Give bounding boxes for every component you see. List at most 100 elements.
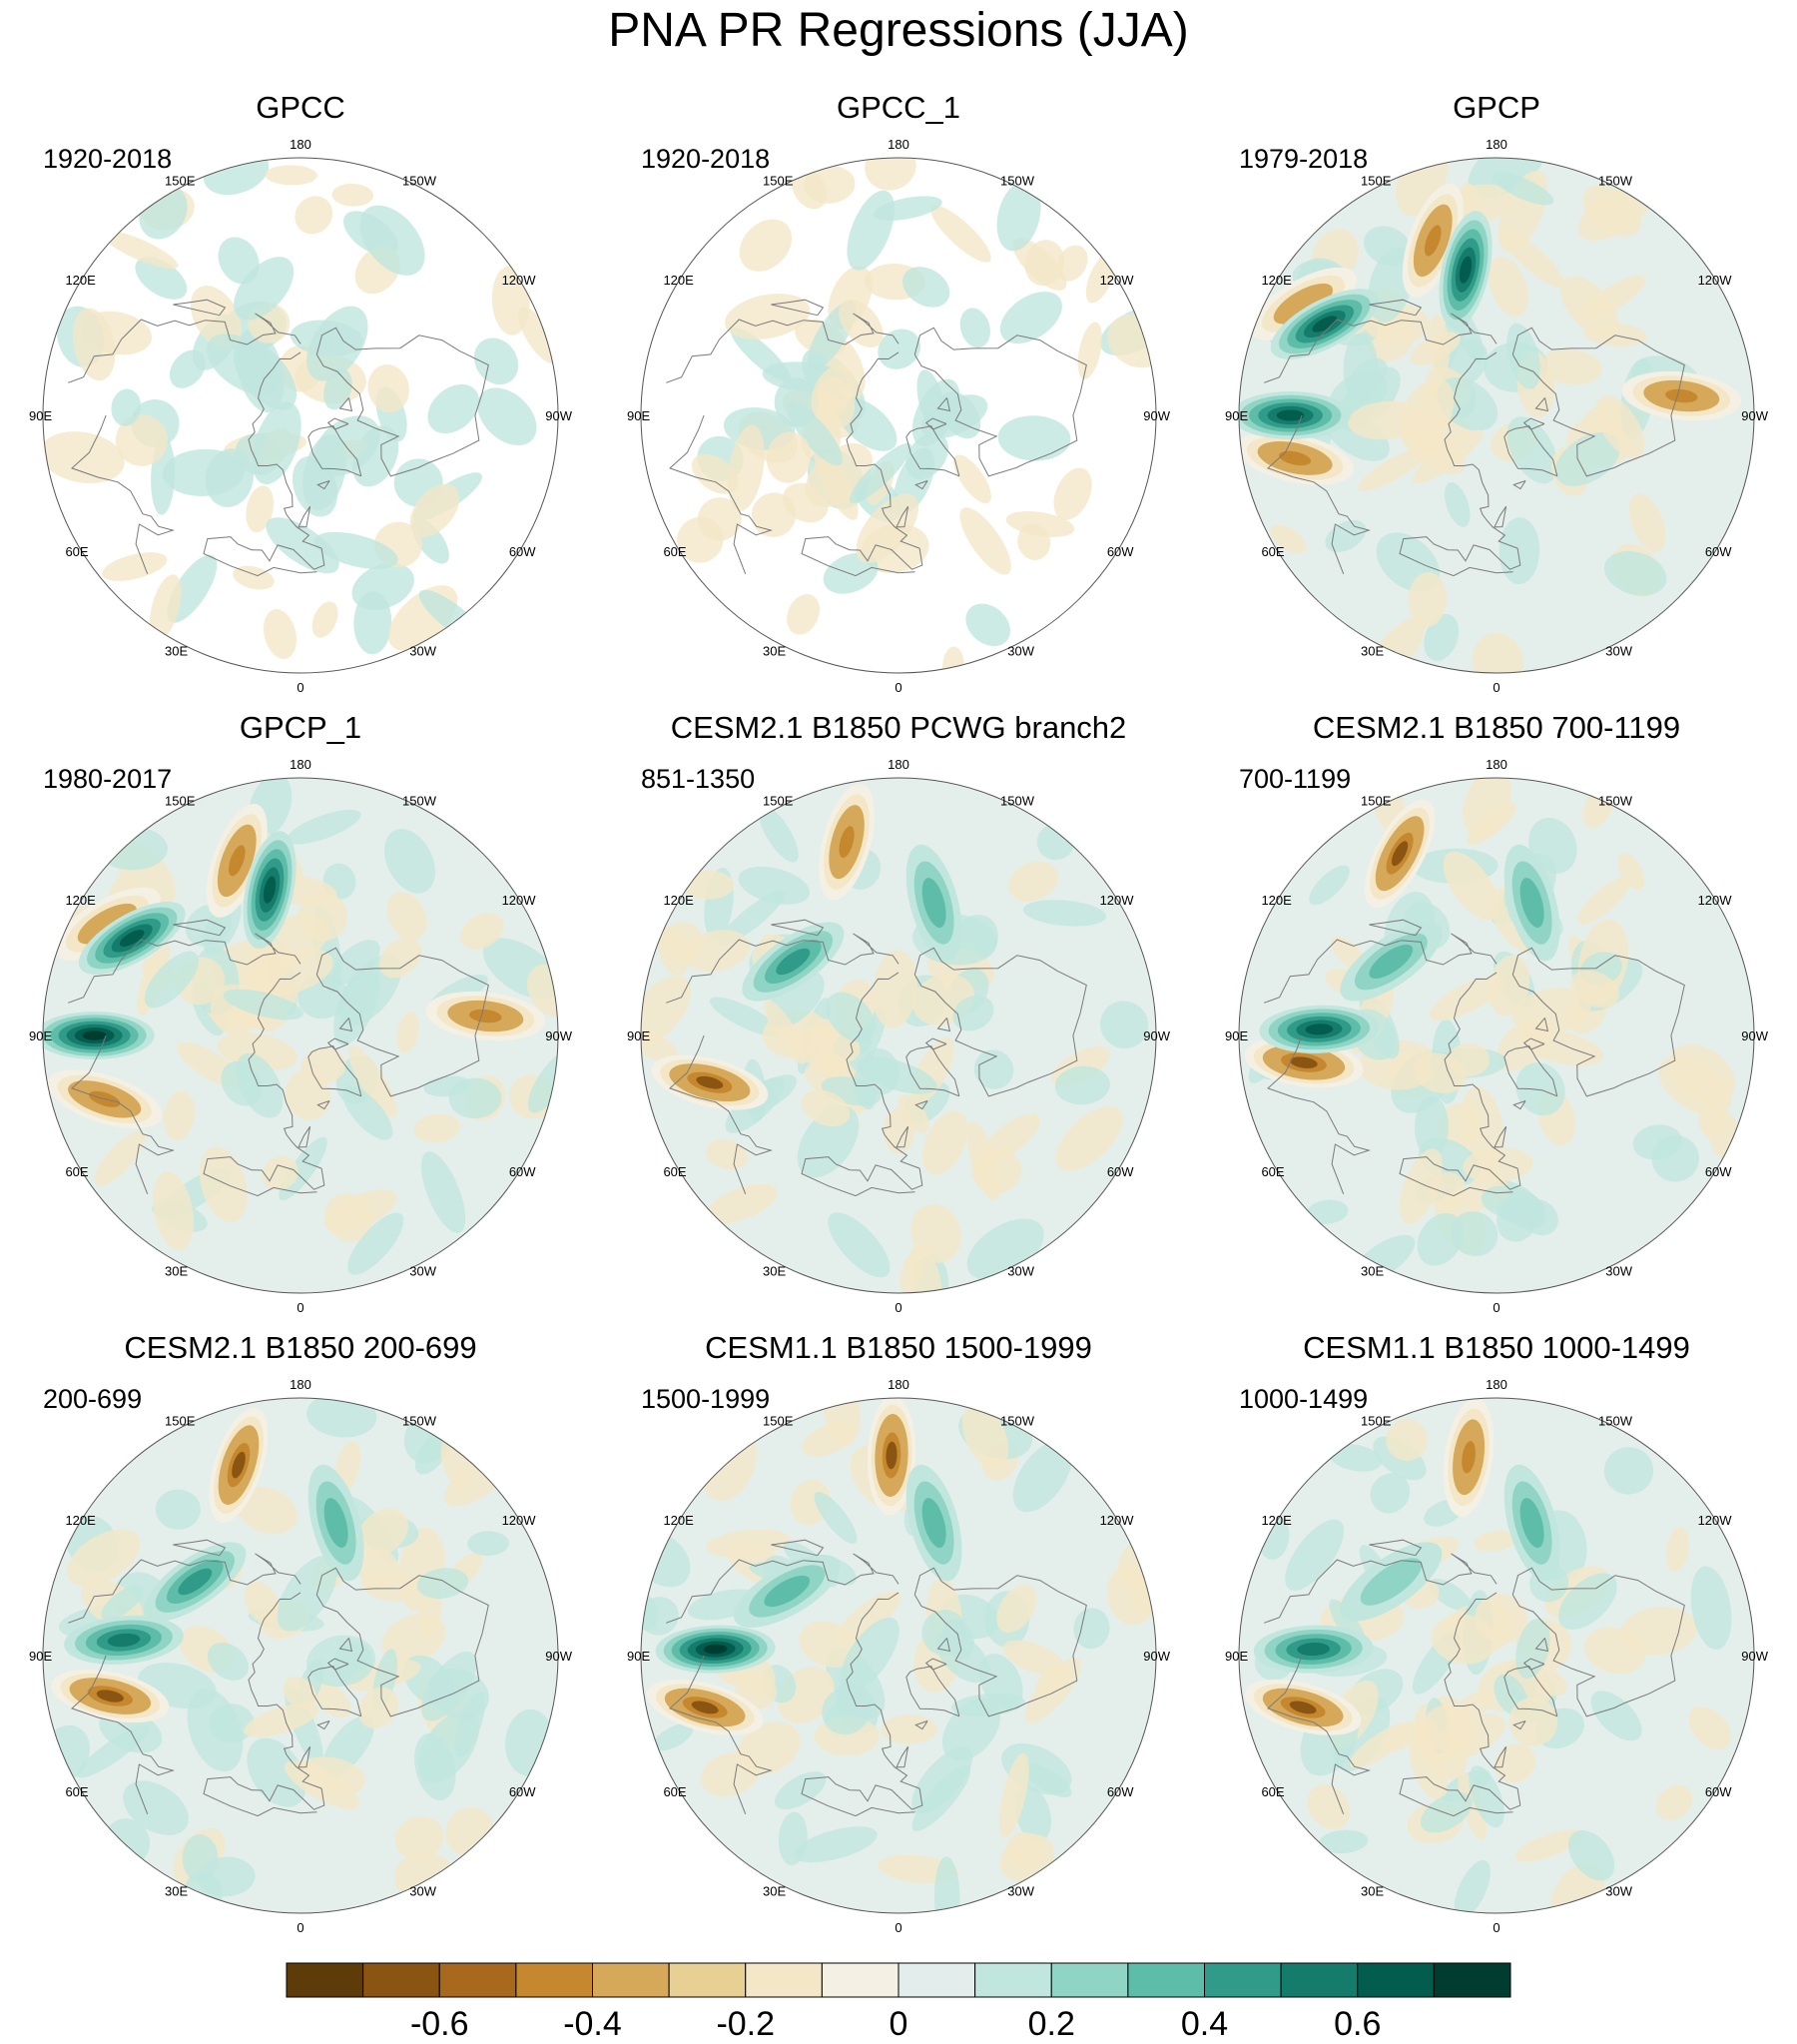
field-texture-patch — [1073, 1608, 1110, 1650]
coastline — [896, 505, 909, 528]
field-texture-patch — [738, 866, 811, 905]
field-texture-patch — [856, 493, 919, 563]
panel-title: GPCC — [256, 90, 345, 125]
panel-period: 851-1350 — [641, 764, 755, 794]
field-texture-patch — [306, 306, 368, 381]
coastline — [924, 1658, 947, 1671]
longitude-label: 120E — [663, 273, 694, 288]
field-texture-patch — [1463, 1147, 1533, 1183]
field-texture-patch — [1492, 172, 1554, 206]
field-texture-patch — [76, 1724, 150, 1778]
longitude-label: 150W — [1000, 1413, 1035, 1428]
coastline — [666, 313, 899, 383]
field-texture-patch — [292, 455, 338, 517]
longitude-label: 90E — [1225, 1649, 1248, 1664]
field-texture-patch — [1328, 1444, 1383, 1472]
longitude-label: 60E — [663, 544, 686, 559]
longitude-label: 90E — [29, 1028, 52, 1043]
longitude-label: 90W — [1143, 1649, 1170, 1664]
longitude-label: 120E — [65, 273, 96, 288]
field-texture-patch — [1506, 323, 1540, 389]
field-texture-patch — [911, 1746, 973, 1814]
coastline — [1444, 972, 1518, 1169]
coastline — [846, 351, 920, 549]
longitude-label: 0 — [1493, 1920, 1499, 1935]
longitude-label: 90E — [627, 408, 650, 423]
coastline — [1399, 1156, 1521, 1197]
longitude-label: 120W — [1100, 893, 1135, 908]
field-texture-patch — [1420, 1791, 1473, 1833]
field-texture-patch — [187, 1688, 244, 1772]
field-texture-patch — [287, 809, 361, 845]
panel-title: GPCC_1 — [837, 90, 960, 125]
coastline — [771, 1539, 825, 1557]
positive-anomaly-patch — [1519, 1498, 1544, 1549]
field-texture-patch — [921, 1110, 968, 1175]
colorbar-swatch — [745, 1962, 823, 1998]
longitude-label: 150W — [402, 1413, 437, 1428]
coastline — [669, 1034, 773, 1194]
field-texture-patch — [97, 827, 168, 871]
positive-anomaly-patch — [776, 948, 811, 976]
panel-period: 200-699 — [43, 1384, 142, 1414]
longitude-label: 0 — [895, 1920, 901, 1935]
negative-anomaly-patch — [228, 845, 246, 877]
panel-period: 1500-1999 — [641, 1384, 770, 1414]
coastline — [1522, 417, 1545, 430]
panel-period: 1979-2018 — [1239, 144, 1368, 174]
panel-title: CESM2.1 B1850 700-1199 — [1313, 710, 1680, 745]
field-texture-patch — [814, 446, 859, 520]
field-texture-patch — [1489, 955, 1530, 1017]
colorbar-swatch — [821, 1962, 899, 1998]
field-texture-patch — [310, 1679, 351, 1718]
field-texture-patch — [1475, 1593, 1527, 1644]
coastline — [669, 414, 773, 574]
field-texture-patch — [724, 294, 811, 341]
field-texture-patch — [1306, 1199, 1349, 1224]
coastline — [338, 1638, 353, 1653]
coastline — [315, 1567, 489, 1717]
coastline — [1512, 480, 1526, 490]
longitude-label: 30E — [165, 1264, 188, 1279]
colorbar-swatch — [1280, 1962, 1359, 1998]
field-texture-patch — [262, 1155, 299, 1191]
panel-title: CESM2.1 B1850 200-699 — [124, 1330, 476, 1365]
panel-period: 1980-2017 — [43, 764, 172, 794]
field-texture-patch — [357, 1687, 399, 1728]
field-texture-patch — [1325, 519, 1367, 553]
field-texture-patch — [477, 387, 537, 446]
negative-anomaly-patch — [839, 826, 855, 859]
coastline — [1399, 536, 1521, 577]
field-texture-patch — [1285, 1519, 1345, 1591]
longitude-label: 150W — [1598, 1413, 1633, 1428]
map-panel: 180 150E 120E 90E 60E 30E 0 30W 60W 90W 120W 150W GP… — [1225, 90, 1769, 695]
field-texture-patch — [152, 1171, 195, 1251]
field-texture-patch — [1474, 1530, 1517, 1552]
map-panel: 180 150E 120E 90E 60E 30E 0 30W 60W 90W 120W 150W CE… — [627, 710, 1171, 1315]
coastline — [913, 327, 1087, 477]
longitude-label: 60W — [509, 1784, 536, 1799]
longitude-label: 30W — [1605, 644, 1632, 659]
field-texture-patch — [218, 237, 260, 285]
map-boundary — [640, 157, 1157, 674]
longitude-label: 90W — [1741, 1028, 1768, 1043]
field-texture-patch — [1400, 378, 1455, 446]
field-texture-patch — [381, 1613, 446, 1665]
field-texture-patch — [66, 1529, 141, 1587]
coastline — [1522, 1658, 1545, 1671]
field-texture-patch — [801, 1089, 851, 1127]
field-texture-patch — [1688, 1705, 1732, 1750]
field-texture-patch — [384, 829, 435, 894]
field-texture-patch — [206, 334, 281, 395]
field-texture-patch — [1583, 1627, 1646, 1675]
map-background — [1239, 778, 1754, 1293]
field-texture-patch — [467, 1531, 509, 1556]
coastline — [1534, 1638, 1549, 1653]
longitude-label: 150W — [1000, 173, 1035, 188]
field-texture-patch — [323, 1189, 398, 1232]
field-texture-patch — [1655, 1784, 1693, 1821]
field-texture-patch — [865, 158, 916, 191]
field-texture-patch — [333, 967, 380, 1045]
coastline — [913, 1567, 1087, 1717]
coastline — [326, 417, 349, 430]
